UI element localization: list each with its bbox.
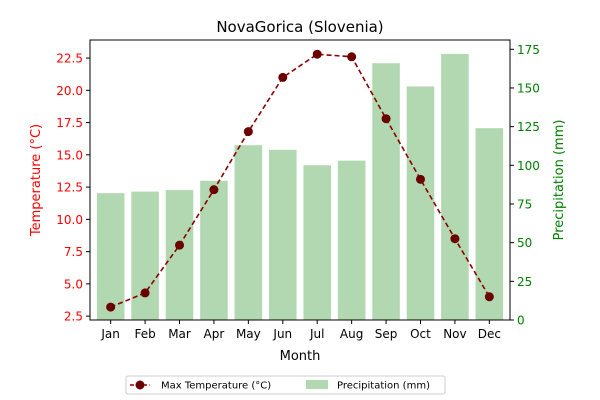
x-axis-label: Month — [280, 349, 321, 364]
temperature-point-sep — [381, 114, 391, 124]
precipitation-bars — [96, 53, 504, 321]
temperature-point-apr — [209, 185, 219, 195]
precipitation-bar-jan — [96, 193, 125, 320]
precipitation-bar-jul — [303, 165, 331, 320]
precipitation-bar-nov — [441, 53, 469, 320]
legend-line-marker — [135, 380, 145, 390]
x-tick-label: May — [236, 327, 261, 341]
x-tick-label: Nov — [443, 327, 466, 341]
x-tick-label: Feb — [134, 327, 155, 341]
left-tick-label: 5.0 — [64, 277, 83, 291]
temperature-point-jul — [312, 49, 322, 59]
right-tick-label: 125 — [517, 120, 540, 134]
chart-title: NovaGorica (Slovenia) — [216, 18, 383, 36]
left-tick-label: 22.5 — [56, 52, 83, 66]
x-tick-label: Sep — [375, 327, 398, 341]
plot-frame — [89, 39, 511, 321]
temperature-point-dec — [484, 292, 494, 302]
precipitation-bar-feb — [131, 191, 159, 320]
left-tick-label: 15.0 — [56, 148, 83, 162]
legend-bar-swatch — [306, 380, 328, 389]
precipitation-bar-sep — [372, 63, 400, 321]
legend-entry-temperature: Max Temperature (°C) — [161, 381, 271, 392]
temperature-point-may — [243, 127, 253, 137]
right-tick-label: 150 — [517, 81, 540, 95]
left-axis-label: Temperature (°C) — [29, 124, 44, 237]
temperature-point-nov — [450, 234, 460, 244]
legend-entry-precipitation: Precipitation (mm) — [337, 381, 430, 392]
left-tick-label: 10.0 — [56, 213, 83, 227]
left-tick-label: 20.0 — [56, 84, 83, 98]
legend-frame — [125, 375, 446, 395]
right-tick-label: 25 — [517, 275, 532, 289]
x-tick-label: Jun — [272, 327, 292, 341]
temperature-point-jun — [278, 72, 288, 82]
temperature-point-feb — [140, 288, 150, 298]
precipitation-bar-may — [234, 145, 263, 320]
right-tick-label: 175 — [517, 43, 540, 57]
temperature-point-jan — [106, 302, 116, 312]
legend: Max Temperature (°C) Precipitation (mm) — [125, 375, 446, 395]
precipitation-bar-mar — [165, 190, 194, 320]
right-tick-label: 75 — [517, 197, 532, 211]
temperature-point-oct — [415, 174, 425, 184]
x-tick-label: Oct — [410, 327, 431, 341]
left-tick-label: 12.5 — [56, 181, 83, 195]
right-axis-label: Precipitation (mm) — [552, 120, 567, 241]
temperature-point-mar — [175, 240, 185, 250]
right-tick-label: 50 — [517, 236, 532, 250]
right-tick-label: 0 — [517, 314, 525, 328]
x-tick-label: Mar — [168, 327, 191, 341]
precipitation-bar-aug — [337, 160, 366, 320]
x-tick-label: Apr — [204, 327, 225, 341]
x-tick-label: Jan — [100, 327, 120, 341]
precipitation-bar-apr — [200, 180, 228, 320]
x-tick-label: Jul — [309, 327, 324, 341]
precipitation-bar-dec — [475, 128, 504, 320]
left-tick-label: 2.5 — [64, 310, 83, 324]
precipitation-bar-oct — [406, 86, 435, 320]
precipitation-bar-jun — [269, 149, 297, 320]
left-tick-label: 17.5 — [56, 116, 83, 130]
temperature-line-layer — [106, 49, 494, 312]
left-tick-label: 7.5 — [64, 245, 83, 259]
temperature-line — [110, 53, 491, 308]
axes: Jan Feb Mar Apr May Jun Jul Aug Sep Oct Nov Dec 2.5 5… — [56, 43, 540, 341]
temperature-point-aug — [347, 52, 357, 62]
x-tick-label: Aug — [340, 327, 363, 341]
x-tick-label: Dec — [478, 327, 501, 341]
right-tick-label: 100 — [517, 159, 540, 173]
